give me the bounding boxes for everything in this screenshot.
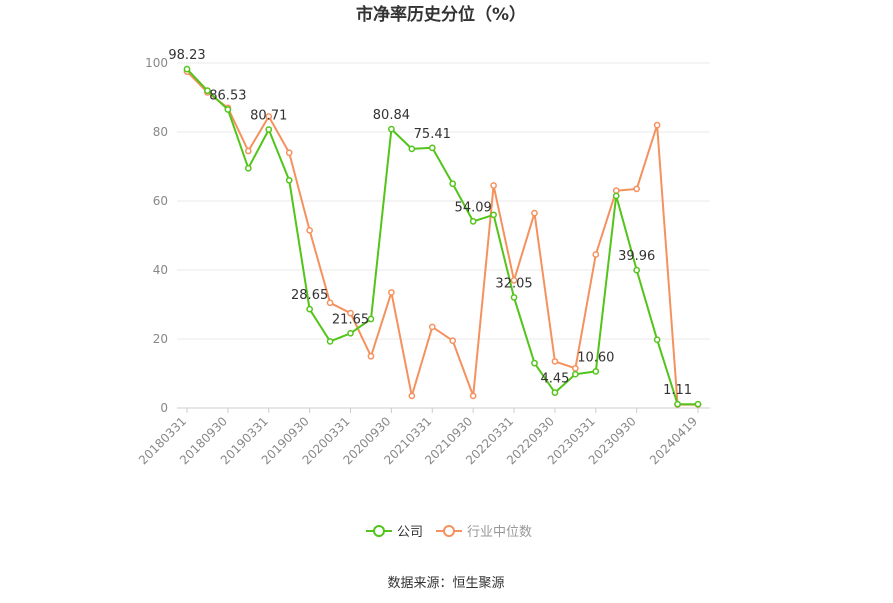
data-label: 10.60 xyxy=(577,350,614,365)
data-point[interactable] xyxy=(183,65,191,73)
data-point[interactable] xyxy=(347,329,354,337)
data-point[interactable] xyxy=(694,400,702,408)
data-label: 39.96 xyxy=(618,249,655,264)
data-label: 75.41 xyxy=(414,127,451,142)
chart-title: 市净率历史分位（%） xyxy=(356,4,526,25)
data-point[interactable] xyxy=(408,145,416,153)
data-point[interactable] xyxy=(265,113,273,120)
series-line xyxy=(186,70,698,406)
data-point[interactable] xyxy=(490,182,497,189)
legend-item[interactable]: 公司 xyxy=(366,525,423,540)
data-point[interactable] xyxy=(531,359,538,367)
data-point[interactable] xyxy=(531,209,538,217)
data-point[interactable] xyxy=(449,180,457,188)
data-point[interactable] xyxy=(572,370,579,378)
legend-marker-icon xyxy=(443,525,455,537)
data-point[interactable] xyxy=(572,364,579,372)
data-point[interactable] xyxy=(510,294,518,301)
data-point[interactable] xyxy=(633,185,641,193)
data-label: 86.53 xyxy=(209,88,246,103)
data-point[interactable] xyxy=(326,338,334,345)
legend-label: 行业中位数 xyxy=(467,525,532,540)
source-note: 数据来源：恒生聚源 xyxy=(387,576,504,591)
data-point[interactable] xyxy=(612,187,620,194)
data-point[interactable] xyxy=(510,277,518,284)
data-point[interactable] xyxy=(265,126,273,133)
data-point[interactable] xyxy=(490,211,497,219)
data-point[interactable] xyxy=(612,192,620,200)
data-point[interactable] xyxy=(306,226,313,234)
y-tick-label: 40 xyxy=(153,263,168,277)
legend-label: 公司 xyxy=(397,525,423,540)
data-point[interactable] xyxy=(244,164,252,172)
data-point[interactable] xyxy=(388,289,395,296)
data-point[interactable] xyxy=(285,149,293,157)
data-point[interactable] xyxy=(285,176,293,184)
data-label: 1.11 xyxy=(663,383,692,398)
data-labels: 98.23 86.53 80.71 28.65 21.65 80.84 75.41 54.09… xyxy=(168,48,692,398)
data-point[interactable] xyxy=(326,299,334,307)
data-label: 32.05 xyxy=(495,276,532,291)
data-point[interactable] xyxy=(224,106,232,113)
data-label: 28.65 xyxy=(291,288,328,303)
grid xyxy=(177,62,710,340)
data-point[interactable] xyxy=(367,315,375,323)
legend-item[interactable]: 行业中位数 xyxy=(436,525,532,540)
data-point[interactable] xyxy=(388,125,395,133)
y-tick-label: 60 xyxy=(153,194,168,208)
data-label: 21.65 xyxy=(332,312,369,327)
data-point[interactable] xyxy=(592,368,600,375)
data-point[interactable] xyxy=(367,352,375,360)
data-label: 80.84 xyxy=(373,108,410,123)
data-point[interactable] xyxy=(551,358,559,365)
y-tick-label: 100 xyxy=(145,56,168,70)
data-point[interactable] xyxy=(449,337,457,345)
data-point[interactable] xyxy=(347,309,354,317)
data-point[interactable] xyxy=(244,147,252,155)
series xyxy=(183,65,702,408)
data-point[interactable] xyxy=(551,389,559,396)
data-point[interactable] xyxy=(428,144,436,152)
data-label: 54.09 xyxy=(455,200,492,215)
data-point[interactable] xyxy=(469,218,477,225)
data-point[interactable] xyxy=(306,305,313,313)
data-point[interactable] xyxy=(204,87,211,94)
data-point[interactable] xyxy=(592,251,600,258)
y-tick-label: 20 xyxy=(153,332,168,346)
series-line xyxy=(186,68,698,406)
legend[interactable]: 公司 行业中位数 xyxy=(366,525,532,540)
data-point[interactable] xyxy=(653,121,661,129)
data-point[interactable] xyxy=(653,336,661,344)
legend-marker-icon xyxy=(373,525,385,537)
data-point[interactable] xyxy=(408,392,416,400)
data-point[interactable] xyxy=(428,323,436,331)
y-tick-label: 80 xyxy=(153,125,168,139)
data-label: 4.45 xyxy=(540,372,569,387)
data-point[interactable] xyxy=(633,266,641,274)
data-label: 98.23 xyxy=(168,48,205,63)
data-point[interactable] xyxy=(674,400,681,408)
y-tick-label: 0 xyxy=(160,401,168,415)
x-tick-label: 20240419 xyxy=(647,414,700,467)
data-point[interactable] xyxy=(469,392,477,400)
series-公司 xyxy=(183,65,702,408)
data-label: 80.71 xyxy=(250,109,287,124)
